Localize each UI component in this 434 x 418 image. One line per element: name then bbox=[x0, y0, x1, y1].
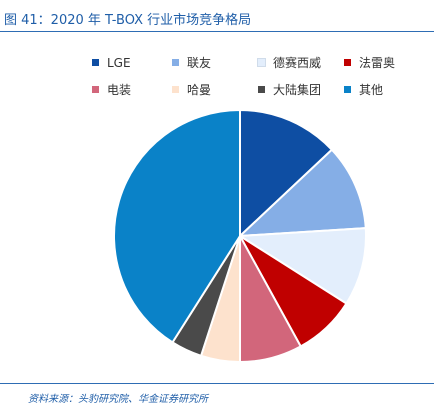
footer-divider bbox=[0, 383, 434, 384]
legend-label: 联友 bbox=[187, 56, 212, 70]
pie-slice-1 bbox=[239, 148, 367, 237]
legend-swatch bbox=[172, 59, 179, 66]
legend-item-lianyou: 联友 bbox=[172, 54, 258, 71]
legend-item-valeo: 法雷奥 bbox=[344, 54, 422, 71]
legend-item-continental: 大陆集团 bbox=[258, 81, 344, 98]
legend-label: 哈曼 bbox=[187, 83, 212, 97]
legend-swatch bbox=[258, 86, 265, 93]
pie-slices bbox=[113, 109, 367, 363]
legend-swatch bbox=[344, 86, 351, 93]
legend-item-harman: 哈曼 bbox=[172, 81, 258, 98]
pie-slice-7 bbox=[113, 109, 241, 344]
legend: LGE 联友 德赛西威 法雷奥 电装 哈曼 大陆集团 其他 bbox=[92, 54, 422, 98]
legend-item-others: 其他 bbox=[344, 81, 422, 98]
legend-label: LGE bbox=[107, 55, 131, 70]
legend-label: 法雷奥 bbox=[359, 56, 396, 70]
legend-label: 其他 bbox=[359, 83, 384, 97]
pie-slice-0 bbox=[239, 109, 333, 237]
legend-swatch bbox=[172, 86, 179, 93]
legend-swatch bbox=[92, 59, 99, 66]
legend-label: 德赛西威 bbox=[273, 56, 322, 70]
chart-title: 图 41：2020 年 T-BOX 行业市场竞争格局 bbox=[4, 13, 252, 28]
legend-item-lge: LGE bbox=[92, 54, 172, 71]
pie-slice-2 bbox=[239, 227, 367, 305]
legend-swatch bbox=[257, 58, 266, 67]
legend-label: 大陆集团 bbox=[273, 83, 322, 97]
legend-swatch bbox=[92, 86, 99, 93]
title-divider bbox=[0, 31, 434, 32]
legend-item-desay: 德赛西威 bbox=[257, 54, 344, 71]
source-note: 资料来源：头豹研究院、华金证券研究所 bbox=[28, 394, 208, 405]
legend-item-denso: 电装 bbox=[92, 81, 172, 98]
legend-label: 电装 bbox=[107, 83, 132, 97]
legend-swatch bbox=[344, 59, 351, 66]
